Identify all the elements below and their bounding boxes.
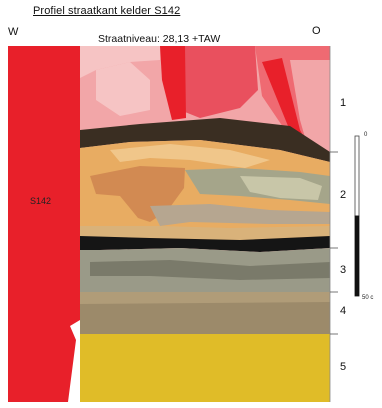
wall-s142 <box>8 46 80 402</box>
layer-1-light-patch <box>96 62 150 116</box>
layer-number-5: 5 <box>340 361 346 373</box>
scale-bar-black <box>354 215 360 297</box>
layer-2-lower-tan <box>80 226 330 240</box>
layer-3-dark-gray-band <box>90 260 330 280</box>
layer-1-red-stripe <box>160 46 186 120</box>
wall-label: S142 <box>30 196 51 206</box>
direction-west-label: W <box>8 26 19 38</box>
direction-east-label: O <box>312 25 321 37</box>
layer-number-4: 4 <box>340 305 346 317</box>
scale-bottom-label: 50 c <box>362 295 373 301</box>
layer-1-pink-right <box>290 60 330 155</box>
layer-1-light-pink <box>80 46 160 78</box>
layer-2-dark-top-band <box>80 118 330 162</box>
layer-5-yellow <box>80 334 330 402</box>
layer-4-top-band <box>80 292 330 304</box>
street-level-label: Straatniveau: 28,13 +TAW <box>98 33 221 45</box>
layer-1-red-zone <box>185 46 258 118</box>
profile-title: Profiel straatkant kelder S142 <box>33 5 181 17</box>
layer-2-light-band <box>110 144 270 168</box>
layer-number-2: 2 <box>340 189 346 201</box>
scale-bar: 0 50 c <box>354 132 373 301</box>
layer-1-red-diagonal <box>262 58 312 156</box>
layer-number-1: 1 <box>340 97 346 109</box>
scale-bar-white <box>354 135 360 217</box>
layer-number-3: 3 <box>340 264 346 276</box>
scale-top-label: 0 <box>364 132 368 138</box>
layer-2-taupe-band <box>150 204 330 226</box>
layer-3-black-band <box>80 236 330 252</box>
layer-2-light-gray-lens <box>240 176 322 200</box>
